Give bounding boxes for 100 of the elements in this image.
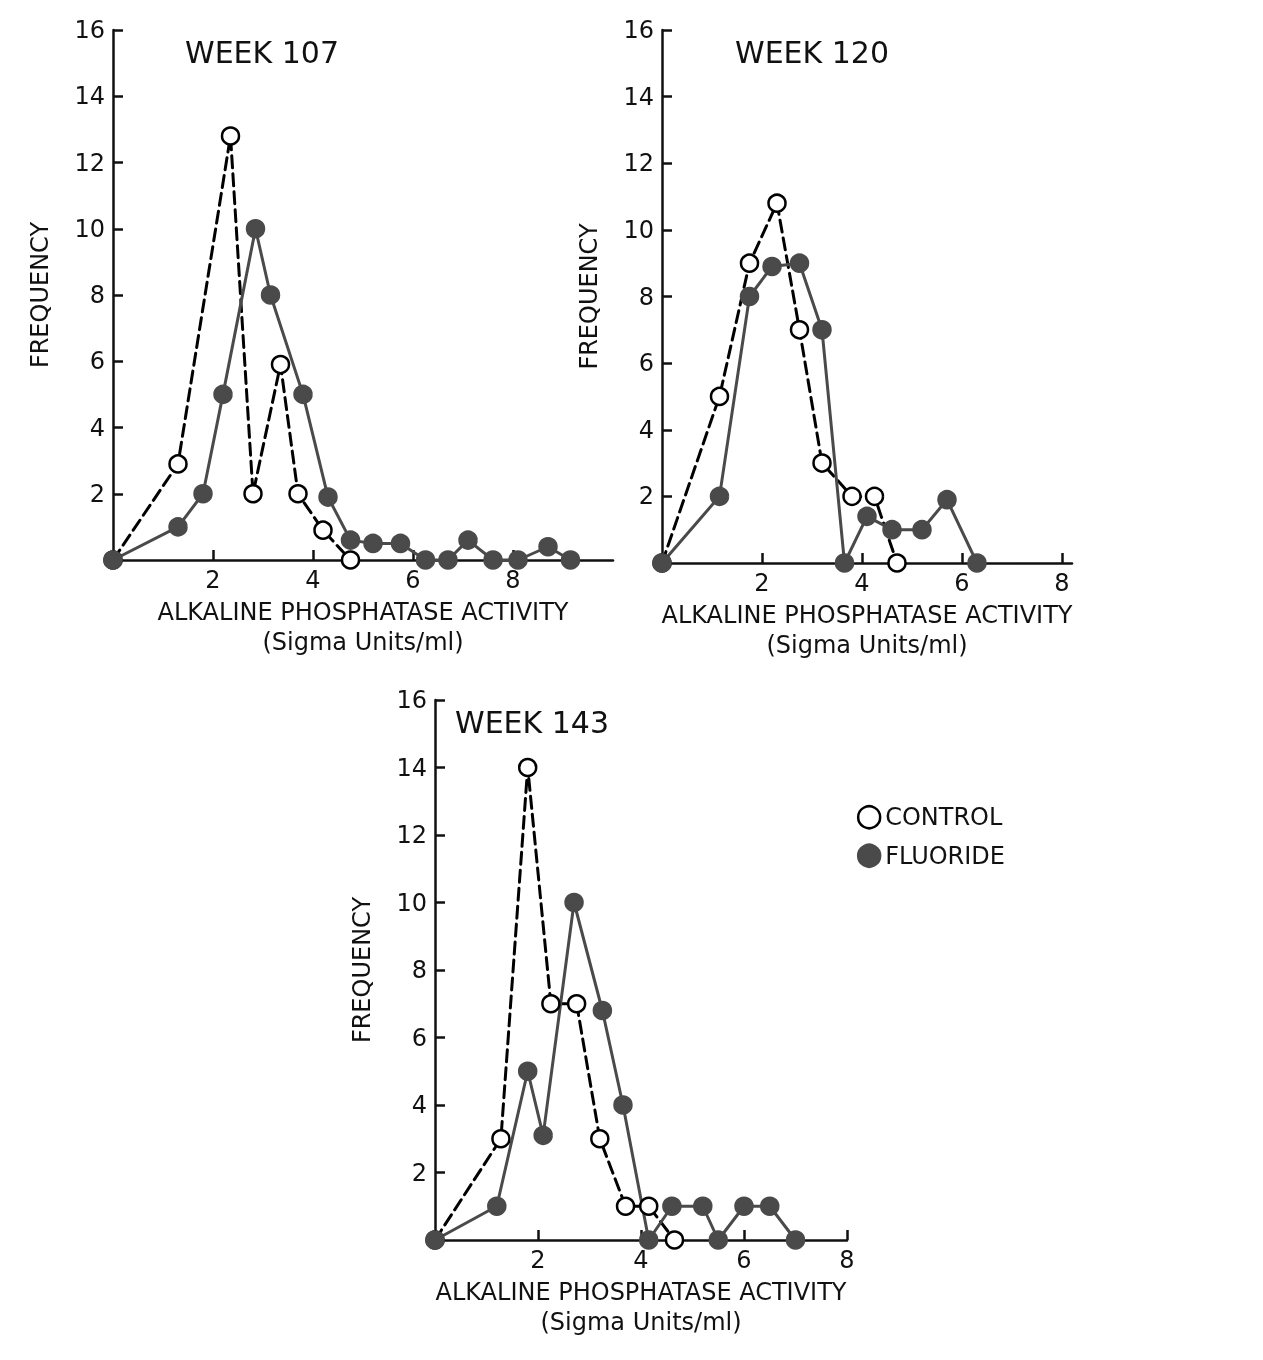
x-axis-title: ALKALINE PHOSPHATASE ACTIVITY (Sigma Units/ml) (435, 1277, 847, 1336)
point (638, 1196, 659, 1216)
point (318, 487, 338, 507)
y-tick-label: 2 (89, 479, 105, 508)
y-tick-label: 12 (396, 821, 427, 849)
x-tick-label: 2 (530, 1246, 546, 1274)
y-tick-label: 2 (638, 482, 654, 511)
point (415, 550, 436, 570)
point (760, 1196, 780, 1216)
point (193, 484, 213, 504)
y-tick-label: 8 (89, 281, 105, 309)
point (538, 537, 558, 557)
point (340, 550, 361, 570)
point (664, 1230, 685, 1250)
x-tick-label: 4 (854, 569, 870, 597)
x-tick-label: 4 (305, 566, 321, 594)
chart-title: WEEK 120 (735, 34, 890, 70)
y-tick-label: 12 (74, 148, 105, 177)
point (590, 1129, 610, 1149)
y-axis-title: FREQUENCY (348, 896, 376, 1044)
y-tick-label: 16 (74, 16, 105, 44)
y-tick-label: 6 (638, 349, 654, 378)
point (458, 530, 478, 550)
point (363, 533, 383, 554)
point (243, 484, 263, 504)
y-tick-label: 6 (411, 1023, 427, 1052)
y-tick-label: 14 (623, 82, 654, 111)
point (937, 489, 957, 510)
y-tick-label: 16 (396, 686, 427, 714)
point (487, 1196, 507, 1216)
point (709, 486, 730, 507)
y-tick-label: 2 (411, 1158, 427, 1187)
point (313, 520, 333, 540)
point (270, 354, 291, 375)
point (288, 484, 308, 504)
point (767, 193, 787, 213)
y-tick-label: 10 (74, 214, 105, 243)
y-tick-label: 10 (623, 215, 654, 244)
point (693, 1196, 713, 1216)
point (615, 1196, 636, 1216)
legend-label: FLUORIDE (885, 841, 1006, 870)
point (560, 550, 581, 570)
point (168, 517, 188, 537)
point (260, 285, 281, 305)
point (340, 530, 361, 550)
y-tick-label: 14 (396, 753, 427, 782)
point (789, 253, 810, 273)
point (708, 1230, 728, 1250)
legend-label: CONTROL (885, 803, 1003, 832)
point (517, 1061, 538, 1081)
y-tick-label: 4 (638, 415, 654, 444)
x-axis-title: ALKALINE PHOSPHATASE ACTIVITY (Sigma Units/ml) (157, 597, 569, 656)
point (168, 454, 188, 474)
point (638, 1230, 659, 1250)
y-tick-label: 12 (623, 149, 654, 178)
point (734, 1196, 754, 1216)
point (293, 384, 313, 405)
x-tick-label: 6 (736, 1246, 752, 1274)
point (508, 550, 528, 570)
x-tick-label: 2 (754, 569, 770, 597)
point (912, 519, 932, 540)
point (857, 506, 877, 527)
x-tick-label: 2 (205, 566, 221, 594)
point (762, 256, 782, 277)
y-tick-label: 8 (638, 282, 654, 311)
y-tick-label: 6 (89, 347, 105, 376)
point (220, 126, 241, 146)
y-tick-label: 14 (74, 82, 105, 111)
point (245, 219, 266, 239)
x-tick-label: 6 (954, 569, 970, 597)
point (812, 320, 832, 340)
point (566, 994, 587, 1014)
point (739, 253, 760, 273)
y-axis-title: FREQUENCY (26, 221, 54, 369)
point (483, 550, 503, 570)
y-tick-label: 10 (396, 888, 427, 917)
point (592, 1000, 613, 1021)
point (785, 1230, 806, 1250)
x-tick-label: 8 (1054, 569, 1070, 597)
point (842, 486, 862, 507)
chart-title: WEEK 143 (455, 704, 610, 740)
point (834, 553, 855, 573)
y-tick-label: 4 (411, 1091, 427, 1119)
point (533, 1125, 553, 1146)
y-tick-label: 16 (623, 16, 654, 44)
point (887, 553, 907, 573)
point (517, 757, 538, 778)
point (564, 892, 584, 913)
x-axis-title: ALKALINE PHOSPHATASE ACTIVITY (Sigma Units/ml) (661, 600, 1073, 659)
y-tick-label: 8 (411, 956, 427, 984)
point (967, 553, 987, 573)
point (613, 1095, 633, 1115)
point (709, 386, 730, 407)
x-tick-label: 8 (505, 566, 521, 594)
y-axis-title: FREQUENCY (575, 223, 603, 370)
point (739, 286, 760, 307)
point (438, 550, 458, 570)
point (789, 320, 810, 340)
point (662, 1196, 682, 1216)
y-tick-label: 4 (89, 413, 105, 442)
